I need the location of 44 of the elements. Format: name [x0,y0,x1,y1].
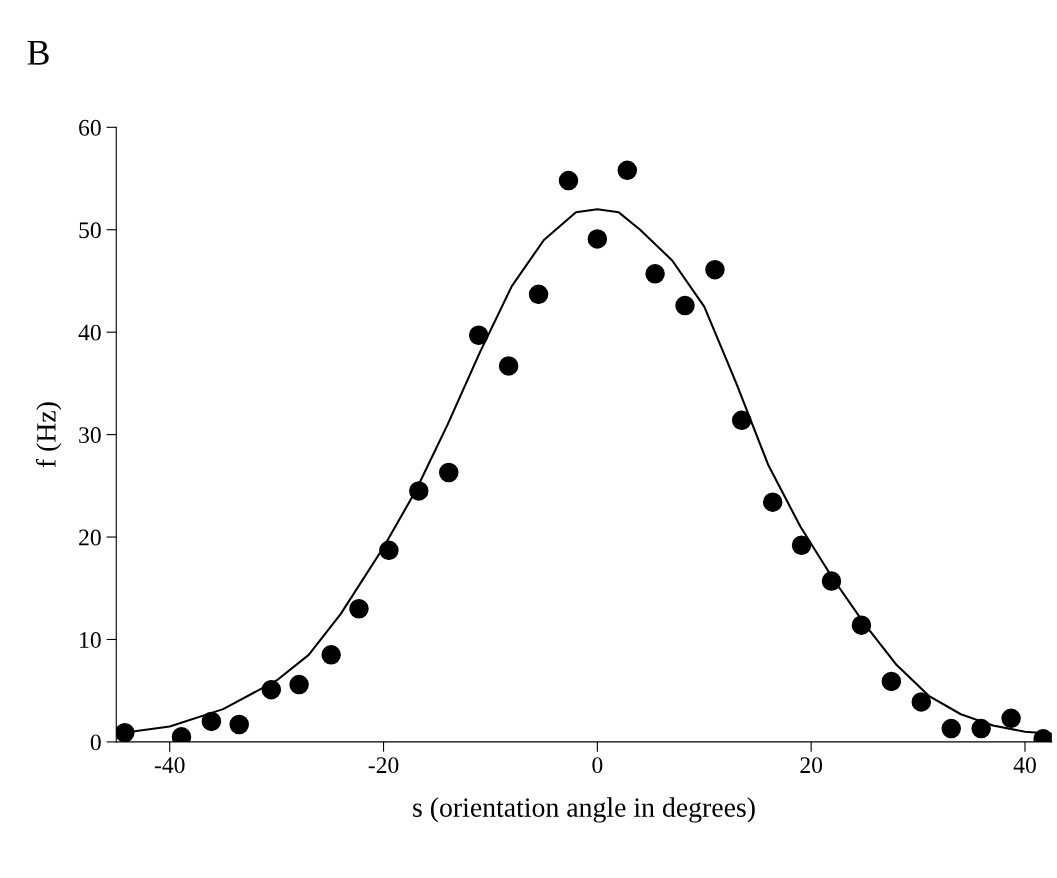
point [941,718,961,739]
y-tick-label: 30 [79,427,101,444]
point [201,711,222,732]
point [321,645,341,665]
point [881,671,902,692]
point [468,325,489,345]
point [911,692,932,712]
point [229,714,249,735]
y-tick-label: 10 [80,631,101,648]
point [617,160,638,181]
point [705,259,725,280]
point [289,674,309,695]
point [528,284,549,305]
point [1001,708,1021,729]
point [439,462,459,483]
x-axis-title: s (orientation angle in degrees) [413,797,755,823]
point [675,295,695,316]
y-tick-label: 50 [79,222,101,239]
x-tick-label: 20 [800,757,823,774]
point [791,535,812,555]
point [851,615,872,635]
point [498,356,519,376]
text: B [27,40,49,65]
point [558,170,579,191]
point [762,492,783,512]
y-tick-label: 20 [79,529,101,546]
point [379,540,399,561]
point [409,481,429,501]
point [116,722,135,742]
point [731,410,752,431]
x-tick-label: 0 [592,757,603,774]
x-tick-label: 40 [1013,757,1036,774]
point [821,571,842,591]
point [971,718,991,739]
x-tick-label: -40 [154,757,185,774]
point [261,679,282,700]
x-tick-label: -20 [368,757,399,774]
point [349,598,369,619]
y-axis-title: f (Hz) [35,402,62,468]
y-tick-label: 60 [79,119,101,136]
point [645,264,665,284]
y-tick-label: 40 [78,324,101,341]
point [587,229,608,249]
y-tick-label: 0 [90,734,101,751]
